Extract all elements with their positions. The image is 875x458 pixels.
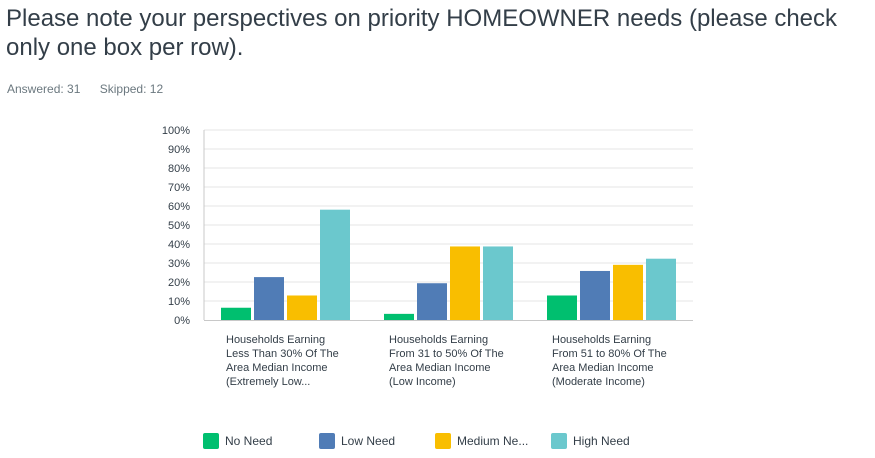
y-tick-label: 90% xyxy=(168,144,190,156)
response-stats: Answered: 31 Skipped: 12 xyxy=(7,82,179,96)
y-tick-label: 40% xyxy=(168,239,190,251)
y-tick-label: 10% xyxy=(168,296,190,308)
x-category-label: Households Earning xyxy=(226,334,325,346)
x-category-label: (Extremely Low... xyxy=(226,376,310,388)
bar-high-need xyxy=(320,209,350,320)
bar-high-need xyxy=(483,246,513,320)
x-category-label: Less Than 30% Of The xyxy=(226,348,339,360)
bar-medium-need xyxy=(613,264,643,320)
legend-label: Medium Ne... xyxy=(457,434,529,448)
y-tick-label: 50% xyxy=(168,220,190,232)
legend-swatch xyxy=(435,433,451,449)
skipped-count: Skipped: 12 xyxy=(99,82,164,96)
x-category-label: Households Earning xyxy=(389,334,488,346)
legend-swatch xyxy=(551,433,567,449)
x-category-label: Area Median Income xyxy=(389,362,491,374)
x-category-label: Households Earning xyxy=(552,334,651,346)
y-tick-label: 30% xyxy=(168,258,190,270)
x-category-label: Area Median Income xyxy=(552,362,654,374)
y-tick-label: 80% xyxy=(168,163,190,175)
x-category-label: Area Median Income xyxy=(226,362,328,374)
x-category-label: (Moderate Income) xyxy=(552,376,645,388)
x-category-label: From 31 to 50% Of The xyxy=(389,348,504,360)
y-tick-label: 20% xyxy=(168,277,190,289)
bar-low-need xyxy=(580,270,610,320)
y-tick-label: 100% xyxy=(162,125,190,137)
answered-count: Answered: 31 xyxy=(7,82,81,96)
bar-no-need xyxy=(547,295,577,320)
bar-medium-need xyxy=(450,246,480,320)
bar-low-need xyxy=(254,277,284,320)
y-tick-label: 0% xyxy=(174,315,190,327)
x-category-label: (Low Income) xyxy=(389,376,456,388)
y-tick-label: 60% xyxy=(168,201,190,213)
legend-label: Low Need xyxy=(341,434,396,448)
bar-no-need xyxy=(221,307,251,320)
bar-medium-need xyxy=(287,295,317,320)
y-tick-label: 70% xyxy=(168,182,190,194)
legend-label: No Need xyxy=(225,434,273,448)
legend-label: High Need xyxy=(573,434,630,448)
x-category-label: From 51 to 80% Of The xyxy=(552,348,667,360)
legend-swatch xyxy=(319,433,335,449)
bar-high-need xyxy=(646,258,676,320)
bar-no-need xyxy=(384,313,414,320)
bar-low-need xyxy=(417,283,447,320)
legend-swatch xyxy=(203,433,219,449)
question-title: Please note your perspectives on priorit… xyxy=(6,5,838,61)
